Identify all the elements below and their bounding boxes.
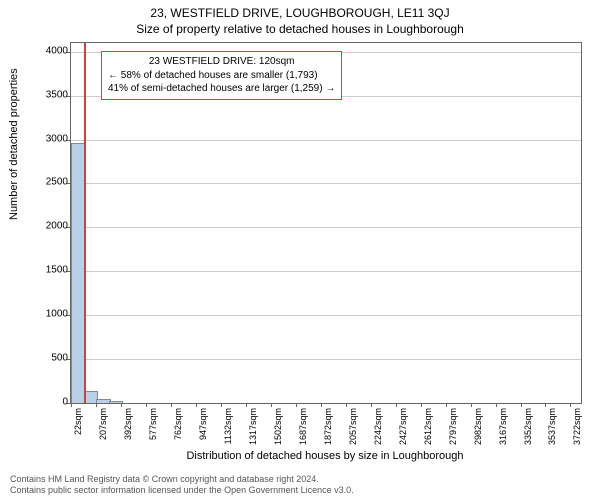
ytick-label: 2500 [38,177,68,188]
xtick-label: 2242sqm [373,408,383,445]
xtick-label: 22sqm [73,408,83,435]
gridline [71,271,581,272]
xtick-label: 2427sqm [398,408,408,445]
footer-line1: Contains HM Land Registry data © Crown c… [10,474,354,485]
ytick-label: 1000 [38,309,68,320]
gridline [71,315,581,316]
xtick-label: 1872sqm [323,408,333,445]
xtick-label: 392sqm [123,408,133,440]
xtick-label: 1687sqm [298,408,308,445]
ytick-label: 2000 [38,221,68,232]
xtick-mark [346,403,347,407]
xtick-label: 207sqm [98,408,108,440]
xtick-mark [396,403,397,407]
xtick-mark [71,403,72,407]
chart-container: 23, WESTFIELD DRIVE, LOUGHBOROUGH, LE11 … [0,0,600,500]
xtick-mark [271,403,272,407]
ytick-label: 0 [38,397,68,408]
x-axis-label: Distribution of detached houses by size … [70,450,580,462]
xtick-label: 2982sqm [473,408,483,445]
info-box-line: ← 58% of detached houses are smaller (1,… [108,69,335,83]
footer-attribution: Contains HM Land Registry data © Crown c… [10,474,354,497]
xtick-mark [121,403,122,407]
xtick-label: 1132sqm [223,408,233,444]
xtick-label: 2057sqm [348,408,358,445]
footer-line2: Contains public sector information licen… [10,485,354,496]
info-box-line: 41% of semi-detached houses are larger (… [108,82,335,96]
plot-area: 23 WESTFIELD DRIVE: 120sqm← 58% of detac… [70,42,582,404]
chart-title-sub: Size of property relative to detached ho… [0,22,600,36]
xtick-label: 3352sqm [523,408,533,445]
xtick-label: 3167sqm [498,408,508,445]
xtick-mark [171,403,172,407]
xtick-mark [96,403,97,407]
info-box-line: 23 WESTFIELD DRIVE: 120sqm [108,55,335,69]
xtick-mark [321,403,322,407]
xtick-label: 2612sqm [423,408,433,445]
ytick-label: 3000 [38,133,68,144]
gridline [71,183,581,184]
xtick-label: 1502sqm [273,408,283,445]
xtick-label: 2797sqm [448,408,458,445]
xtick-mark [371,403,372,407]
gridline [71,359,581,360]
xtick-label: 1317sqm [248,408,258,445]
property-info-box: 23 WESTFIELD DRIVE: 120sqm← 58% of detac… [101,51,342,100]
xtick-mark [246,403,247,407]
ytick-label: 500 [38,353,68,364]
ytick-label: 3500 [38,89,68,100]
xtick-mark [471,403,472,407]
property-marker-line [84,43,86,403]
xtick-mark [570,403,571,407]
xtick-label: 577sqm [148,408,158,440]
xtick-label: 762sqm [173,408,183,440]
xtick-mark [196,403,197,407]
xtick-label: 947sqm [198,408,208,440]
xtick-mark [446,403,447,407]
xtick-mark [496,403,497,407]
gridline [71,140,581,141]
xtick-mark [146,403,147,407]
xtick-label: 3722sqm [572,408,582,445]
ytick-label: 1500 [38,265,68,276]
xtick-mark [545,403,546,407]
ytick-label: 4000 [38,45,68,56]
xtick-mark [296,403,297,407]
xtick-mark [521,403,522,407]
xtick-mark [421,403,422,407]
xtick-mark [221,403,222,407]
xtick-label: 3537sqm [547,408,557,445]
gridline [71,227,581,228]
chart-title-main: 23, WESTFIELD DRIVE, LOUGHBOROUGH, LE11 … [0,6,600,20]
y-axis-label: Number of detached properties [8,68,20,220]
